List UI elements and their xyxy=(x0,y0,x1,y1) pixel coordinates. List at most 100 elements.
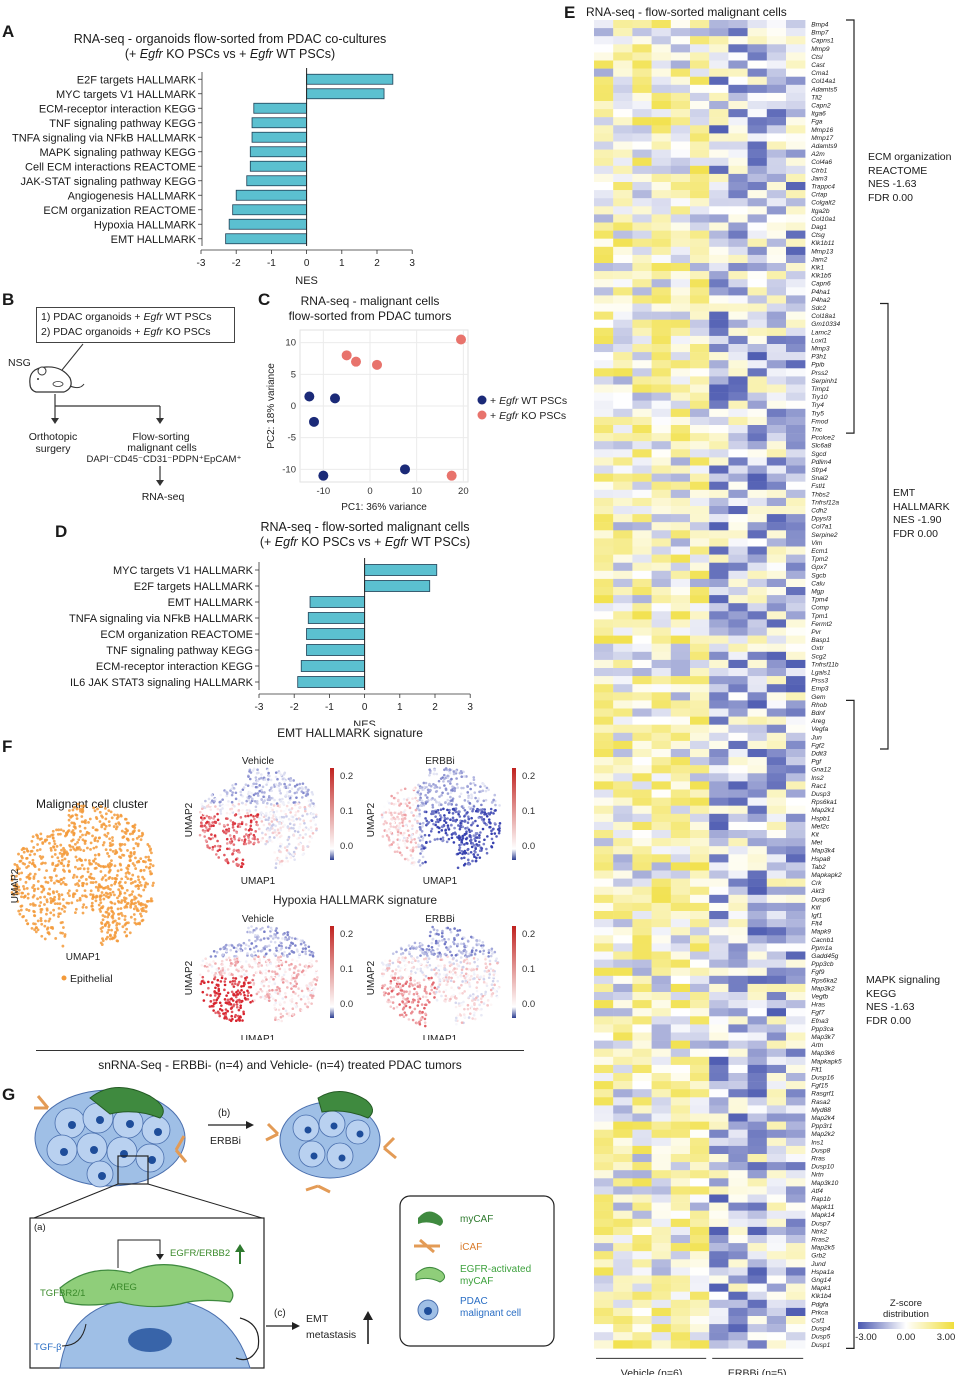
umap-score-point xyxy=(289,803,293,806)
umap-score-point xyxy=(256,779,259,783)
umap-point xyxy=(30,926,34,930)
umap-point xyxy=(124,881,127,884)
umap-point xyxy=(72,873,76,877)
heatmap-cell xyxy=(728,376,748,385)
heatmap-cell xyxy=(766,198,787,207)
umap-score-point xyxy=(480,803,483,807)
heatmap-cell xyxy=(632,562,652,571)
x-tick-label: 1 xyxy=(397,702,403,713)
heatmap-cell xyxy=(709,335,729,345)
umap-score-point xyxy=(463,843,466,846)
heatmap-cell xyxy=(651,595,671,604)
umap-point xyxy=(32,864,36,867)
umap-score-point xyxy=(306,987,309,990)
umap-point xyxy=(59,878,63,881)
umap-point xyxy=(85,882,89,886)
umap-score-point xyxy=(311,952,314,955)
heatmap-cell xyxy=(786,408,806,418)
umap-score-point xyxy=(480,992,483,996)
umap-point xyxy=(25,908,29,911)
umap-score-point xyxy=(466,848,469,852)
y-axis-title: PC2: 18% variance xyxy=(266,363,277,449)
heatmap-cell xyxy=(766,441,787,450)
umap-point xyxy=(147,855,150,859)
umap-score-point xyxy=(406,804,409,808)
heatmap-cell xyxy=(766,157,787,166)
umap-score-point xyxy=(215,998,219,1002)
heatmap-cell xyxy=(747,384,767,393)
umap-point xyxy=(52,845,55,849)
umap-score-point xyxy=(445,833,449,837)
umap-score-point xyxy=(452,988,456,992)
umap-score-point xyxy=(489,821,492,825)
umap-score-point xyxy=(279,826,282,830)
umap-score-point xyxy=(218,1014,222,1018)
heatmap-cell xyxy=(613,716,633,725)
panel-a-title: RNA-seq - organoids flow-sorted from PDA… xyxy=(40,32,420,62)
umap-point xyxy=(41,842,45,845)
umap-point xyxy=(40,934,44,938)
umap-point xyxy=(56,902,60,906)
umap-score-point xyxy=(412,965,416,969)
heatmap-cell xyxy=(786,457,806,466)
umap-point xyxy=(149,897,153,901)
heatmap-cell xyxy=(728,28,748,37)
heatmap-cell xyxy=(651,109,671,118)
umap-score-point xyxy=(281,820,285,823)
umap-score-point xyxy=(266,802,269,805)
umap-score-point xyxy=(282,815,286,819)
umap-score-point xyxy=(418,825,422,829)
umap-point xyxy=(38,854,42,858)
umap-score-point xyxy=(472,778,476,782)
heatmap-cell xyxy=(747,708,767,717)
panel-c-title-line2: flow-sorted from PDAC tumors xyxy=(288,309,452,323)
heatmap-cell xyxy=(728,141,748,150)
umap-score-point xyxy=(398,1003,401,1006)
umap-point xyxy=(128,931,132,935)
umap-score-point xyxy=(239,793,243,797)
umap-point xyxy=(81,838,85,842)
umap-point xyxy=(62,850,66,854)
umap-score-point xyxy=(209,960,213,964)
colorbar-tick-label: 0.0 xyxy=(522,999,535,1010)
umap-score-point xyxy=(212,817,215,820)
umap-point xyxy=(43,895,47,899)
heatmap-cell xyxy=(632,538,652,547)
heatmap-cell xyxy=(670,335,691,345)
umap-point xyxy=(91,908,95,912)
umap-score-point xyxy=(297,987,300,990)
umap-score-point xyxy=(212,998,216,1002)
umap-score-point xyxy=(430,988,433,992)
umap-score-point xyxy=(243,838,247,841)
umap-score-point xyxy=(433,798,437,802)
heatmap-cell xyxy=(786,109,806,118)
heatmap-cell xyxy=(632,206,652,215)
umap-score-point xyxy=(385,963,388,967)
umap-score-point xyxy=(467,794,470,798)
umap-score-point xyxy=(440,825,444,828)
umap-score-point xyxy=(232,993,236,997)
heatmap-cell xyxy=(747,732,767,742)
heatmap-cell xyxy=(728,668,748,677)
umap-score-point xyxy=(441,931,444,935)
umap-point xyxy=(108,869,112,873)
heatmap-cell xyxy=(613,68,633,77)
umap-score-point xyxy=(266,798,270,802)
umap-point xyxy=(46,926,50,930)
umap-score-point xyxy=(290,807,294,810)
panel-label-b: B xyxy=(2,290,15,309)
umap-score-point xyxy=(301,782,305,785)
umap-score-point xyxy=(273,818,276,821)
umap-point xyxy=(137,829,141,833)
umap-score-point xyxy=(446,948,450,952)
category-label: JAK-STAT signaling pathway KEGG xyxy=(21,176,196,188)
umap-score-point xyxy=(304,833,307,836)
heatmap-cell xyxy=(594,352,614,361)
umap-score-point xyxy=(483,812,486,816)
umap-score-point xyxy=(477,797,480,800)
umap-score-point xyxy=(389,845,392,849)
heatmap-cell xyxy=(728,52,748,61)
heatmap-cell xyxy=(670,68,691,77)
pca-point xyxy=(330,393,340,404)
umap-point xyxy=(43,903,46,906)
